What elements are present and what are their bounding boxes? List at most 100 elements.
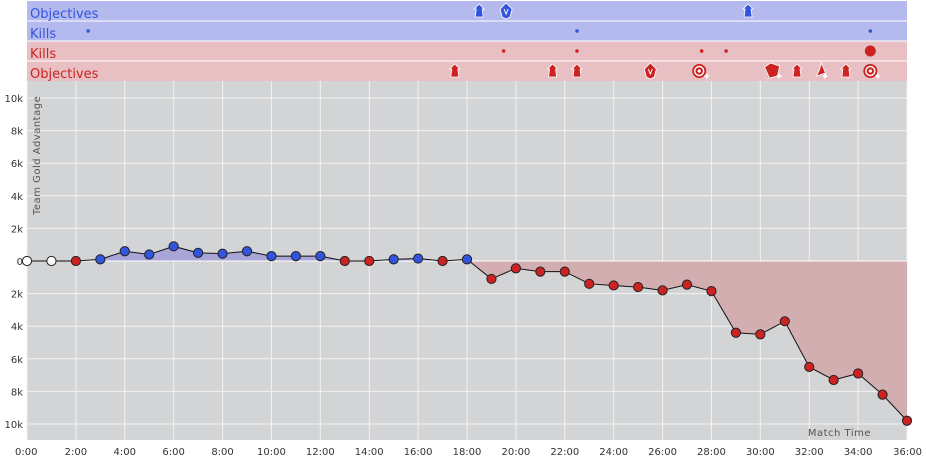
data-point[interactable] <box>804 361 815 373</box>
y-tick-label: 10k <box>4 94 23 105</box>
data-point[interactable] <box>633 281 644 293</box>
y-tick-label: 6k <box>11 159 23 170</box>
lane-blue-objectives-band <box>27 1 907 21</box>
x-tick-label: 36:00 <box>893 447 922 458</box>
x-tick-label: 22:00 <box>550 447 579 458</box>
data-point[interactable] <box>559 266 570 277</box>
data-point[interactable] <box>853 368 864 379</box>
x-tick-label: 2:00 <box>65 447 87 458</box>
dragon-icon[interactable] <box>499 2 513 20</box>
y-axis-title: Team Gold Advantage <box>32 96 43 216</box>
lane-label-blue-kills: Kills <box>30 27 56 42</box>
tower-icon[interactable] <box>742 3 755 18</box>
kill-marker[interactable] <box>864 45 876 57</box>
data-point[interactable] <box>46 255 57 267</box>
event-lanes: Objectives Kills Kills Objectives <box>27 1 907 82</box>
tower-icon[interactable] <box>448 63 461 78</box>
data-point[interactable] <box>706 286 717 297</box>
y-tick-label: 0 <box>17 257 23 268</box>
data-point[interactable] <box>339 255 350 267</box>
x-tick-label: 32:00 <box>795 447 824 458</box>
data-point[interactable] <box>877 389 888 400</box>
data-point[interactable] <box>828 374 839 386</box>
y-tick-label: 2k <box>11 290 23 301</box>
data-point[interactable] <box>437 255 448 267</box>
inhibitor-icon[interactable] <box>815 61 828 79</box>
dragon-icon[interactable] <box>643 62 657 80</box>
data-point[interactable] <box>779 316 790 327</box>
lane-label-blue-objectives: Objectives <box>30 7 99 22</box>
lane-red-objectives-band <box>27 61 907 81</box>
tower-icon[interactable] <box>571 63 583 78</box>
event-marks <box>86 2 881 80</box>
data-point[interactable] <box>657 285 668 296</box>
y-tick-label: 6k <box>11 355 23 366</box>
data-point[interactable] <box>266 251 277 262</box>
data-point[interactable] <box>461 254 473 265</box>
baron-icon[interactable] <box>764 62 782 79</box>
data-point[interactable] <box>681 279 693 290</box>
data-point[interactable] <box>95 254 106 265</box>
x-tick-label: 34:00 <box>844 447 873 458</box>
data-point[interactable] <box>535 266 546 277</box>
x-tick-label: 24:00 <box>599 447 628 458</box>
lane-label-red-objectives: Objectives <box>30 67 99 82</box>
x-tick-label: 28:00 <box>697 447 726 458</box>
tower-icon[interactable] <box>473 3 486 18</box>
y-axis-ticks: 10k 8k 6k 4k 2k 0 2k 4k 6k 8k 10k <box>4 94 23 431</box>
data-point[interactable] <box>241 246 253 257</box>
tower-icon[interactable] <box>546 63 559 78</box>
y-tick-label: 2k <box>11 224 23 235</box>
data-point[interactable] <box>290 251 301 262</box>
x-axis-ticks: 0:00 2:00 4:00 6:00 8:00 10:00 12:00 14:00 16:00… <box>15 447 922 458</box>
data-point[interactable] <box>413 253 424 264</box>
y-tick-label: 4k <box>11 192 23 203</box>
data-point[interactable] <box>584 278 595 289</box>
x-tick-label: 16:00 <box>404 447 433 458</box>
blue-advantage-area <box>27 246 907 261</box>
x-tick-label: 26:00 <box>648 447 677 458</box>
data-point[interactable] <box>608 280 619 291</box>
kill-marker[interactable] <box>699 49 704 53</box>
tower-icon[interactable] <box>839 63 852 78</box>
data-point[interactable] <box>315 251 326 262</box>
data-point[interactable] <box>168 241 179 252</box>
data-point[interactable] <box>193 247 204 258</box>
kill-marker[interactable] <box>86 29 90 33</box>
kill-marker[interactable] <box>575 49 579 53</box>
x-tick-label: 6:00 <box>162 447 184 458</box>
x-tick-label: 20:00 <box>501 447 530 458</box>
kill-marker[interactable] <box>868 29 873 33</box>
x-tick-label: 10:00 <box>257 447 286 458</box>
x-tick-label: 18:00 <box>453 447 482 458</box>
data-point[interactable] <box>144 249 155 260</box>
data-point[interactable] <box>21 255 33 267</box>
kill-marker[interactable] <box>575 29 579 33</box>
lane-blue-kills-band <box>27 21 907 41</box>
data-point[interactable] <box>217 248 228 259</box>
kill-marker[interactable] <box>724 49 728 53</box>
data-point[interactable] <box>755 329 766 340</box>
data-point[interactable] <box>510 263 521 274</box>
y-tick-label: 4k <box>11 322 23 333</box>
data-point[interactable] <box>901 415 913 426</box>
herald-icon[interactable] <box>863 64 881 79</box>
x-tick-label: 0:00 <box>15 447 37 458</box>
tower-icon[interactable] <box>791 63 803 78</box>
red-advantage-area <box>27 261 907 421</box>
x-axis-title: Match Time <box>808 428 871 439</box>
x-tick-label: 14:00 <box>355 447 384 458</box>
data-point[interactable] <box>486 273 497 285</box>
data-point[interactable] <box>119 246 130 257</box>
lane-label-red-kills: Kills <box>30 47 56 62</box>
data-point[interactable] <box>388 254 399 265</box>
herald-icon[interactable] <box>692 64 710 79</box>
y-tick-label: 10k <box>4 420 23 431</box>
x-tick-label: 30:00 <box>746 447 775 458</box>
data-point[interactable] <box>730 327 741 338</box>
x-tick-label: 8:00 <box>211 447 233 458</box>
data-point[interactable] <box>70 255 81 267</box>
data-point[interactable] <box>364 255 375 267</box>
kill-marker[interactable] <box>501 49 506 53</box>
